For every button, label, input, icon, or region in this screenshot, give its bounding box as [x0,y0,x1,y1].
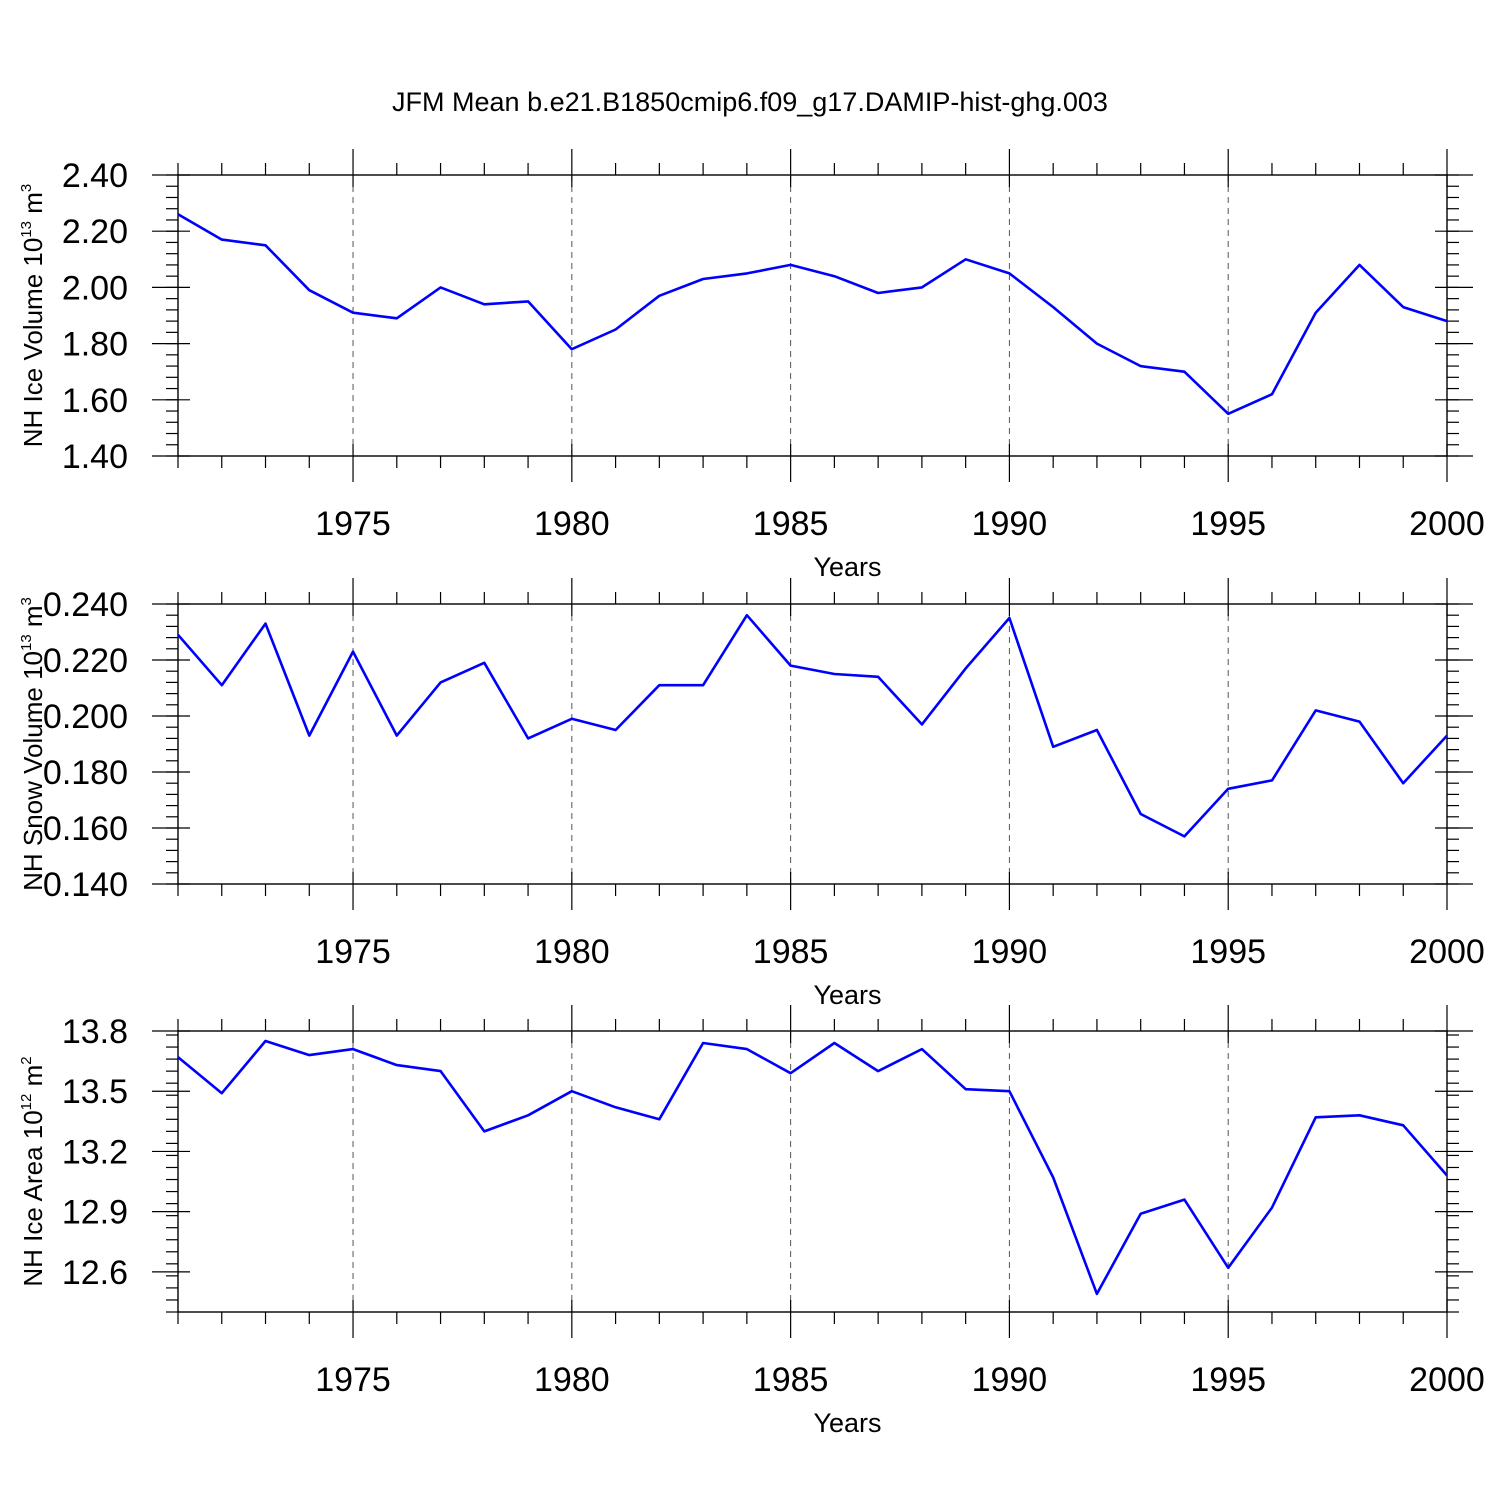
series-line [177,1039,1448,1296]
x-tick-label: 2000 [1409,1361,1485,1399]
y-axis-label: NH Ice Volume 1013 m3 [18,184,48,447]
x-tick-label: 1985 [753,505,829,543]
plot-frame [177,174,1448,457]
y-tick-label: 0.240 [43,586,128,624]
x-tick-label: 1990 [972,505,1048,543]
x-tick-label: 1980 [534,933,610,971]
y-tick-label: 13.8 [62,1013,128,1051]
x-tick-label: 1985 [753,933,829,971]
y-tick-label: 0.140 [43,866,128,904]
plot-frame [177,1030,1448,1313]
chart-title: JFM Mean b.e21.B1850cmip6.f09_g17.DAMIP-… [392,87,1108,117]
y-tick-label: 1.80 [62,326,128,364]
panel-3: 12.6 12.9 13.2 13.5 13.8 1975 1980 1985 1990 1995… [18,1005,1485,1438]
x-axis-label: Years [813,980,881,1010]
x-axis-label: Years [813,552,881,582]
x-tick-label: 1985 [753,1361,829,1399]
y-tick-label: 0.160 [43,810,128,848]
y-tick-label: 1.60 [62,382,128,420]
y-axis-label: NH Snow Volume 1013 m3 [18,597,48,891]
series-line [177,613,1448,838]
x-tick-label: 1975 [315,1361,391,1399]
x-tick-label: 1995 [1190,1361,1266,1399]
y-tick-label: 0.180 [43,754,128,792]
x-axis-label: Years [813,1408,881,1438]
y-tick-label: 0.220 [43,642,128,680]
y-tick-label: 1.40 [62,438,128,476]
y-tick-label: 2.40 [62,157,128,195]
panel-2: 0.140 0.160 0.180 0.200 0.220 0.240 1975 1980 19… [18,578,1485,1010]
x-tick-label: 1975 [315,505,391,543]
y-tick-label: 2.20 [62,213,128,251]
y-tick-label: 0.200 [43,698,128,736]
x-tick-label: 1995 [1190,933,1266,971]
y-tick-label: 13.5 [62,1073,128,1111]
y-tick-label: 12.9 [62,1194,128,1232]
x-tick-label: 1980 [534,505,610,543]
x-tick-label: 1995 [1190,505,1266,543]
plot-frame [177,603,1448,885]
y-tick-label: 12.6 [62,1254,128,1292]
x-tick-label: 2000 [1409,505,1485,543]
y-tick-label: 2.00 [62,269,128,307]
y-axis-label: NH Ice Area 1012 m2 [18,1056,48,1286]
x-tick-label: 1975 [315,933,391,971]
panel-1: 1.40 1.60 1.80 2.00 2.20 2.40 1975 1980 1985 1990… [18,149,1485,582]
series-line [177,213,1448,416]
y-tick-label: 13.2 [62,1133,128,1171]
x-tick-label: 2000 [1409,933,1485,971]
x-tick-label: 1990 [972,933,1048,971]
x-tick-label: 1990 [972,1361,1048,1399]
x-tick-label: 1980 [534,1361,610,1399]
